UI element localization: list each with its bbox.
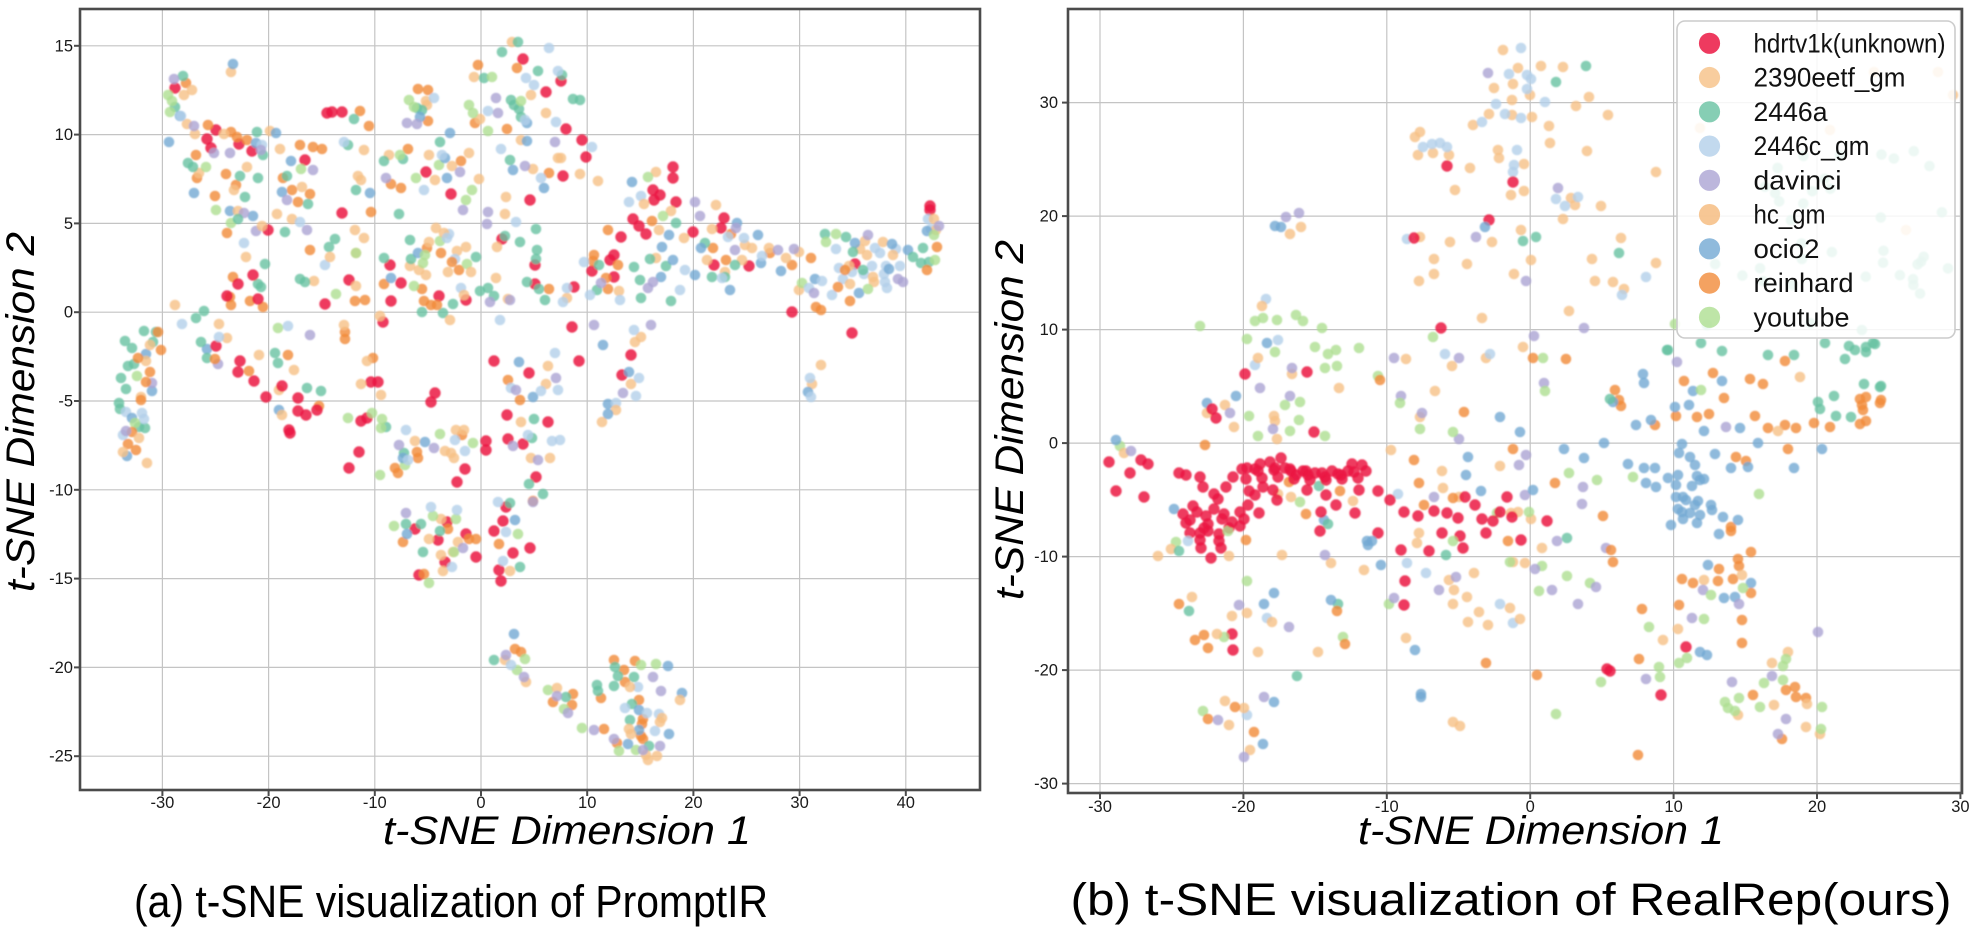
svg-text:(b) t-SNE visualization of Rea: (b) t-SNE visualization of RealRep(ours) [1071,874,1952,925]
svg-text:-30: -30 [1088,798,1112,816]
svg-text:5: 5 [64,215,73,233]
svg-text:hdrtv1k(unknown): hdrtv1k(unknown) [1754,28,1946,58]
svg-text:davinci: davinci [1754,165,1842,195]
svg-text:reinhard: reinhard [1754,268,1854,298]
svg-text:-20: -20 [1034,662,1058,680]
svg-text:(a) t-SNE visualization of Pro: (a) t-SNE visualization of PromptIR [134,876,768,927]
svg-text:-20: -20 [1231,798,1255,816]
svg-text:-20: -20 [257,794,281,812]
svg-text:-10: -10 [363,794,387,812]
svg-text:20: 20 [1808,798,1826,816]
svg-text:2390eetf_gm: 2390eetf_gm [1754,63,1906,93]
svg-text:2446c_gm: 2446c_gm [1754,131,1870,161]
svg-text:t-SNE Dimension 1: t-SNE Dimension 1 [1358,809,1724,853]
svg-text:-30: -30 [150,794,174,812]
svg-text:-15: -15 [49,570,73,588]
svg-text:t-SNE Dimension 1: t-SNE Dimension 1 [383,809,751,853]
svg-text:10: 10 [1040,321,1058,339]
svg-text:30: 30 [790,794,808,812]
svg-text:-10: -10 [1375,798,1399,816]
svg-text:-30: -30 [1034,775,1058,793]
svg-text:10: 10 [1664,798,1682,816]
svg-text:-5: -5 [58,393,73,411]
svg-text:youtube: youtube [1754,302,1850,332]
svg-text:0: 0 [1049,435,1058,453]
svg-text:0: 0 [64,304,73,322]
svg-text:ocio2: ocio2 [1754,234,1820,264]
svg-text:hc_gm: hc_gm [1754,200,1826,230]
svg-text:0: 0 [1526,798,1535,816]
svg-text:-10: -10 [49,481,73,499]
svg-text:10: 10 [55,126,73,144]
svg-text:-20: -20 [49,659,73,677]
svg-text:40: 40 [897,794,915,812]
svg-text:10: 10 [578,794,596,812]
svg-text:-25: -25 [49,748,73,766]
svg-text:30: 30 [1951,798,1969,816]
svg-text:-10: -10 [1034,548,1058,566]
svg-text:t-SNE Dimension 2: t-SNE Dimension 2 [0,232,43,592]
svg-text:15: 15 [55,37,73,55]
svg-text:20: 20 [1040,208,1058,226]
svg-text:30: 30 [1040,94,1058,112]
svg-text:0: 0 [476,794,485,812]
svg-text:t-SNE Dimension 2: t-SNE Dimension 2 [988,240,1032,600]
svg-text:20: 20 [684,794,702,812]
svg-text:2446a: 2446a [1754,97,1828,127]
